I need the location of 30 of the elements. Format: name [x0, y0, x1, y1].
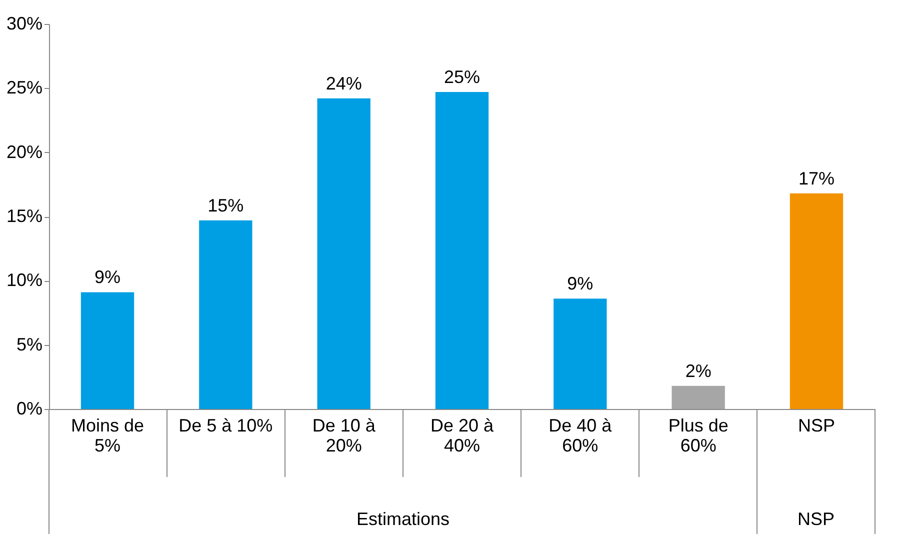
data-label: 9% — [94, 267, 120, 288]
y-tick-label: 30% — [6, 14, 42, 34]
bar — [317, 98, 370, 409]
data-label: 25% — [444, 67, 480, 88]
bar — [790, 193, 844, 409]
data-label: 2% — [685, 360, 712, 381]
y-tick-label: 10% — [6, 270, 42, 290]
text: NSP — [797, 509, 835, 529]
y-tick-label: 15% — [6, 206, 42, 226]
bar — [672, 386, 725, 409]
x-tick-label: Moins de 5% — [70, 416, 144, 456]
data-label: 15% — [208, 195, 244, 216]
data-label: 17% — [798, 168, 835, 188]
y-tick-label: 5% — [16, 334, 42, 354]
x-tick-label: NSP — [798, 416, 836, 436]
bar — [435, 92, 489, 409]
x-tick-label: De 10 à 20% — [312, 416, 376, 456]
data-label: 9% — [567, 274, 594, 294]
y-tick-label: 20% — [6, 142, 42, 162]
data-label: 24% — [326, 73, 362, 94]
bar — [554, 298, 607, 409]
y-tick-label: 0% — [16, 398, 42, 418]
bar — [199, 220, 252, 409]
bar — [80, 292, 134, 409]
x-tick-label: De 20 à 40% — [430, 416, 495, 456]
text: Estimations — [356, 509, 450, 529]
x-tick-label: De 40 à 60% — [548, 416, 613, 456]
x-tick-label: De 5 à 10% — [178, 416, 273, 436]
x-tick-label: Plus de 60% — [668, 416, 728, 456]
y-tick-label: 25% — [6, 78, 42, 98]
